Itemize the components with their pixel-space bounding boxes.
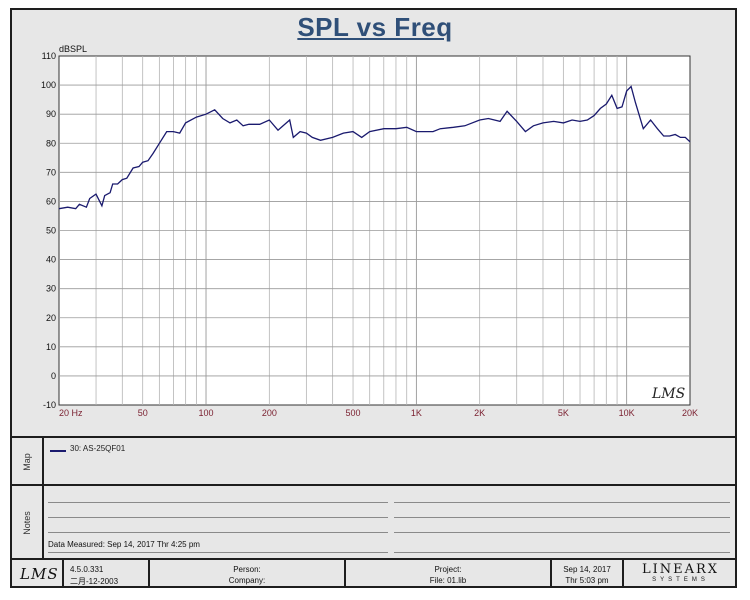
linearx-brand: LINEARX: [641, 562, 720, 577]
y-tick-label: 60: [46, 196, 56, 206]
version: 4.5.0.331: [70, 565, 104, 574]
linearx-logo: LINEARX SYSTEMS: [624, 560, 737, 588]
version-date: 二月-12-2003: [70, 577, 119, 586]
y-axis-label: dBSPL: [59, 44, 87, 54]
footer-date: Sep 14, 2017: [563, 565, 611, 574]
y-tick-label: -10: [43, 400, 56, 410]
data-measured: Data Measured: Sep 14, 2017 Thr 4:25 pm: [48, 540, 200, 549]
map-panel: Map 30: AS-25QF01: [12, 436, 737, 486]
note-line: [48, 502, 388, 503]
file-label: File: 01.lib: [429, 576, 467, 585]
notes-side-label: Notes: [12, 486, 44, 560]
note-line: [394, 517, 730, 518]
y-tick-label: 40: [46, 255, 56, 265]
grid: [59, 56, 690, 405]
note-line: [394, 502, 730, 503]
x-tick-label: 50: [138, 408, 148, 418]
note-line: [48, 552, 388, 553]
person-cell: Person: Company:: [150, 560, 346, 588]
chart-title: SPL vs Freq: [297, 12, 453, 42]
notes-label: Notes: [22, 511, 32, 535]
x-tick-label: 1K: [411, 408, 422, 418]
y-tick-label: 50: [46, 226, 56, 236]
notes-panel: Notes Data Measured: Sep 14, 2017 Thr 4:…: [12, 484, 737, 560]
footer: LMS 4.5.0.331 二月-12-2003 Person: Company…: [12, 558, 737, 590]
y-tick-label: 0: [51, 371, 56, 381]
x-tick-label: 2K: [474, 408, 485, 418]
x-tick-label: 10K: [619, 408, 635, 418]
map-label: Map: [22, 453, 32, 471]
legend-line-swatch: [50, 450, 66, 452]
footer-time: Thr 5:03 pm: [565, 576, 609, 585]
note-line: [394, 552, 730, 553]
y-tick-label: 10: [46, 342, 56, 352]
person-label: Person:: [233, 565, 261, 574]
y-tick-label: 20: [46, 313, 56, 323]
note-line: [48, 517, 388, 518]
y-tick-label: 80: [46, 138, 56, 148]
y-tick-label: 90: [46, 109, 56, 119]
x-tick-labels: 20 Hz 50 100 200 500 1K 2K 5K 10K 20K: [59, 408, 698, 418]
lms-footer-logo: LMS: [20, 565, 59, 583]
version-cell: 4.5.0.331 二月-12-2003: [64, 560, 150, 588]
x-tick-label: 100: [199, 408, 214, 418]
y-tick-label: 70: [46, 167, 56, 177]
project-cell: Project: File: 01.lib: [346, 560, 552, 588]
lms-plot-logo: LMS: [651, 386, 685, 402]
map-side-label: Map: [12, 438, 44, 486]
series-line-as-25qf01: [58, 85, 691, 210]
x-tick-label: 500: [346, 408, 361, 418]
linearx-brand-sub: SYSTEMS: [652, 577, 709, 583]
x-tick-label: 5K: [558, 408, 569, 418]
footer-logo-cell: LMS: [12, 560, 64, 588]
legend-entry[interactable]: 30: AS-25QF01: [70, 444, 126, 453]
date-cell: Sep 14, 2017 Thr 5:03 pm: [552, 560, 624, 588]
x-tick-label: 20 Hz: [59, 408, 83, 418]
y-tick-label: 100: [41, 80, 56, 90]
company-label: Company:: [228, 576, 266, 585]
y-tick-label: 110: [42, 51, 56, 61]
note-line: [48, 532, 388, 533]
x-tick-label: 20K: [682, 408, 698, 418]
x-tick-label: 200: [262, 408, 277, 418]
y-tick-label: 30: [46, 284, 56, 294]
note-line: [394, 532, 730, 533]
y-tick-labels: -10 0 10 20 30 40 50 60 70 80 90 100 110: [41, 51, 56, 410]
project-label: Project:: [434, 565, 462, 574]
